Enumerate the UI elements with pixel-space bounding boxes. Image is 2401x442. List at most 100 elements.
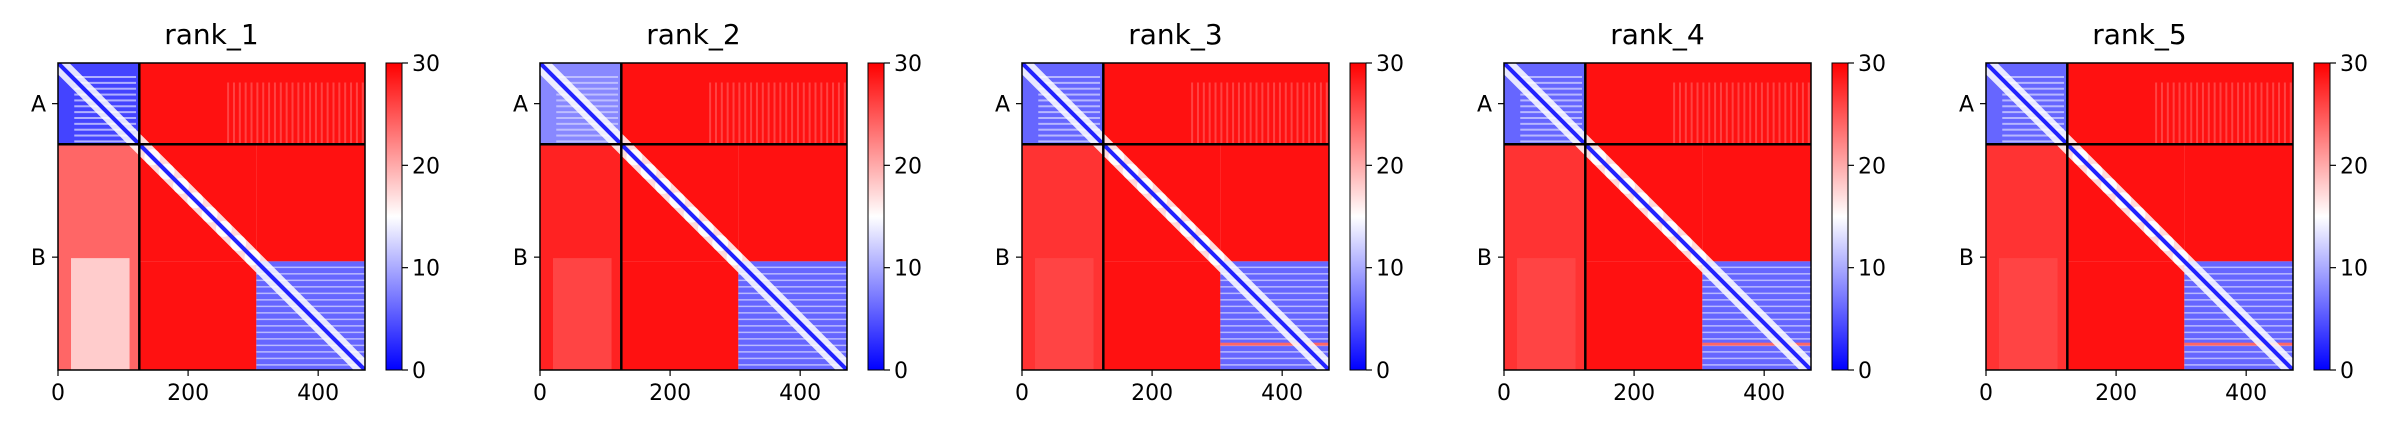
texture-stripe: [1796, 82, 1799, 145]
bb-line: [256, 344, 365, 347]
colorbar-tick-label: 0: [1376, 359, 1390, 384]
texture-stripe: [1214, 82, 1217, 145]
colorbar-tick-label: 20: [894, 154, 922, 179]
texture-stripe: [291, 82, 294, 145]
heatmap-cells: [58, 63, 365, 370]
x-tick-label: 200: [2095, 381, 2137, 406]
texture-stripe: [755, 82, 758, 145]
aa-line: [1038, 122, 1101, 125]
texture-stripe: [796, 82, 799, 145]
texture-stripe: [820, 82, 823, 145]
aa-line: [1038, 76, 1101, 79]
aa-line: [74, 122, 137, 125]
colorbar: [868, 63, 884, 370]
diagonal-line: [58, 63, 365, 370]
colorbar: [1832, 63, 1848, 370]
bb-line: [2184, 351, 2293, 353]
aa-line: [1520, 122, 1583, 125]
chain-label-B: B: [31, 246, 46, 271]
texture-stripe: [303, 82, 306, 145]
aa-line: [556, 87, 619, 90]
bb-line: [2184, 299, 2293, 301]
texture-stripe: [802, 82, 805, 145]
aa-line: [556, 76, 619, 79]
aa-line: [556, 81, 619, 84]
bb-line: [1220, 338, 1329, 340]
texture-stripe: [1719, 82, 1722, 145]
texture-stripe: [808, 82, 811, 145]
texture-stripe: [2237, 82, 2240, 145]
bb-line: [738, 331, 847, 334]
chain-label-A: A: [1477, 93, 1492, 118]
bb-line: [1702, 292, 1811, 295]
texture-stripe: [1766, 82, 1769, 145]
texture-stripe: [1696, 82, 1699, 145]
texture-stripe: [2155, 82, 2158, 145]
aa-line: [74, 93, 137, 96]
bb-line: [256, 292, 365, 295]
bb-line: [738, 292, 847, 295]
aa-line: [1520, 81, 1583, 84]
region-B-B-offdiag-1: [2184, 144, 2293, 262]
aa-line: [2002, 140, 2065, 143]
bb-line: [1220, 292, 1329, 295]
region-B-B-offdiag-1: [256, 144, 365, 262]
texture-stripe: [2166, 82, 2169, 145]
aa-line: [1520, 140, 1583, 143]
bb-line: [1220, 286, 1329, 288]
aa-line: [2002, 87, 2065, 90]
x-tick-label: 0: [51, 381, 65, 406]
texture-stripe: [814, 82, 817, 145]
texture-stripe: [1208, 82, 1211, 145]
bb-line: [738, 357, 847, 360]
texture-stripe: [1191, 82, 1194, 145]
bb-line: [1702, 364, 1811, 366]
bb-gap-line: [2184, 342, 2293, 346]
texture-stripe: [332, 82, 335, 145]
x-tick-label: 200: [167, 381, 209, 406]
bb-line: [2184, 292, 2293, 295]
panel-1: rank_1 0 200 400 A B 0 10 20 30: [31, 18, 440, 406]
aa-line: [556, 128, 619, 131]
bb-line: [738, 286, 847, 288]
colorbar: [2314, 63, 2330, 370]
colorbar-tick-label: 0: [1858, 359, 1872, 384]
texture-stripe: [773, 82, 776, 145]
panel-title: rank_3: [1128, 18, 1222, 51]
texture-stripe: [761, 82, 764, 145]
aa-line: [74, 128, 137, 131]
bb-line: [2184, 357, 2293, 360]
diagonal-line: [1022, 63, 1329, 370]
aa-line: [74, 81, 137, 84]
texture-stripe: [2207, 82, 2210, 145]
bb-line: [1702, 299, 1811, 301]
x-tick-label: 400: [779, 381, 821, 406]
plot-frame: [539, 62, 848, 371]
texture-stripe: [1690, 82, 1693, 145]
texture-stripe: [843, 82, 846, 145]
texture-stripe: [2190, 82, 2193, 145]
texture-stripe: [273, 82, 276, 145]
colorbar: [386, 63, 402, 370]
colorbar-tick-label: 20: [1858, 154, 1886, 179]
bb-line: [1220, 364, 1329, 366]
texture-stripe: [355, 82, 358, 145]
texture-stripe: [1801, 82, 1804, 145]
region-B-B-offdiag-1: [1702, 144, 1811, 262]
bb-line: [2184, 331, 2293, 334]
chain-label-A: A: [995, 93, 1010, 118]
aa-line: [2002, 76, 2065, 79]
aa-line: [1520, 76, 1583, 79]
colorbar-tick-label: 0: [412, 359, 426, 384]
plot-frame: [1021, 62, 1330, 371]
texture-stripe: [791, 82, 794, 145]
texture-stripe: [232, 82, 235, 145]
aa-line: [556, 93, 619, 96]
texture-stripe: [1196, 82, 1199, 145]
bb-gap-line: [1702, 342, 1811, 346]
texture-stripe: [250, 82, 253, 145]
bb-line: [1702, 286, 1811, 288]
aa-line: [1520, 128, 1583, 131]
colorbar-tick-label: 30: [2340, 52, 2368, 77]
